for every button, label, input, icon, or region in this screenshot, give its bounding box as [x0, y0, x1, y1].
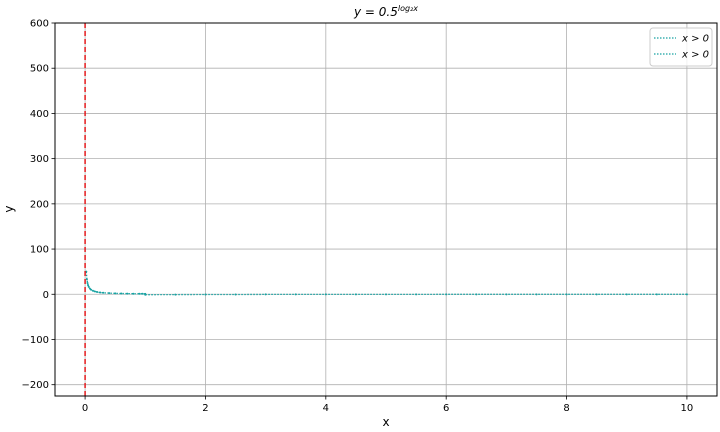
- data-point: [565, 293, 568, 296]
- data-point: [91, 289, 94, 292]
- data-point: [535, 293, 538, 296]
- data-point: [102, 291, 105, 294]
- y-tick-label: 400: [30, 109, 49, 120]
- chart-title-exponent: log₂x: [398, 4, 418, 13]
- legend-label: x > 0: [681, 34, 709, 45]
- y-tick-label: 0: [43, 290, 49, 301]
- y-tick-label: −100: [22, 335, 49, 346]
- y-tick-label: 100: [30, 245, 49, 256]
- data-point: [96, 291, 99, 294]
- series-line-1: [85, 271, 146, 295]
- data-point: [138, 292, 141, 295]
- y-tick-label: 600: [30, 19, 49, 30]
- x-tick-label: 10: [681, 403, 694, 414]
- y-tick-label: 200: [30, 199, 49, 210]
- data-point: [87, 285, 90, 288]
- data-point: [625, 293, 628, 296]
- x-tick-label: 8: [563, 403, 569, 414]
- ticks: 0 2 4 6 8 10 −200 −100 0 100 200 300 400 500 600: [22, 19, 694, 415]
- y-tick-label: −200: [22, 380, 49, 391]
- data-point: [86, 281, 89, 284]
- y-tick-label: 300: [30, 154, 49, 165]
- data-point: [90, 288, 93, 291]
- legend: x > 0 x > 0: [649, 27, 713, 67]
- x-tick-label: 0: [82, 403, 88, 414]
- chart-title-base: y = 0.5: [353, 5, 398, 19]
- data-point: [108, 292, 111, 295]
- x-tick-label: 6: [443, 403, 449, 414]
- x-tick-label: 2: [202, 403, 208, 414]
- data-point: [385, 293, 387, 296]
- data-point: [324, 293, 327, 296]
- legend-box: [649, 27, 713, 67]
- data-point: [132, 292, 135, 295]
- grid: [55, 22, 717, 396]
- x-tick-label: 4: [323, 403, 329, 414]
- data-point: [99, 291, 102, 294]
- data-point: [93, 290, 96, 293]
- data-point: [126, 292, 129, 295]
- chart-title: y = 0.5log₂x: [353, 4, 418, 19]
- plot-frame: [54, 22, 718, 397]
- y-axis-label: y: [2, 205, 16, 212]
- series-layer: [85, 270, 688, 296]
- data-point: [264, 293, 267, 296]
- data-point: [294, 293, 297, 296]
- data-point: [174, 293, 177, 296]
- data-point: [234, 293, 237, 296]
- data-point: [685, 293, 688, 296]
- data-point: [85, 278, 88, 281]
- data-point: [120, 292, 123, 295]
- data-point: [204, 293, 207, 296]
- data-point: [475, 293, 478, 296]
- data-point: [505, 293, 508, 296]
- legend-label: x > 0: [681, 50, 709, 61]
- data-point: [144, 293, 147, 296]
- data-point: [354, 293, 357, 296]
- data-point: [445, 293, 448, 296]
- x-axis-label: x: [382, 415, 389, 429]
- y-tick-label: 500: [30, 64, 49, 75]
- data-point: [141, 292, 144, 295]
- data-point: [595, 293, 598, 296]
- data-point: [655, 293, 658, 296]
- data-point: [415, 293, 418, 296]
- data-point: [114, 292, 117, 295]
